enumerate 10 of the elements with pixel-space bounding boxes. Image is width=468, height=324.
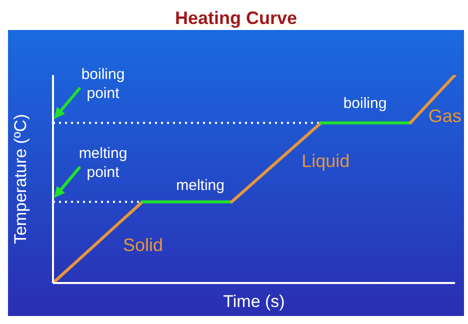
chart-title: Heating Curve (174, 8, 298, 30)
series-label: Solid (122, 235, 164, 255)
series-label: Liquid (302, 150, 350, 171)
ref-line-label: boiling point (81, 66, 125, 102)
annotation: melting (176, 176, 225, 194)
annotation: boiling (343, 94, 387, 112)
series-label: Gas (428, 106, 462, 126)
y-axis-title: Temperature (ºC) (11, 114, 30, 244)
ref-line-label: melting point (78, 144, 128, 181)
x-axis-title: Time (s) (223, 292, 285, 311)
